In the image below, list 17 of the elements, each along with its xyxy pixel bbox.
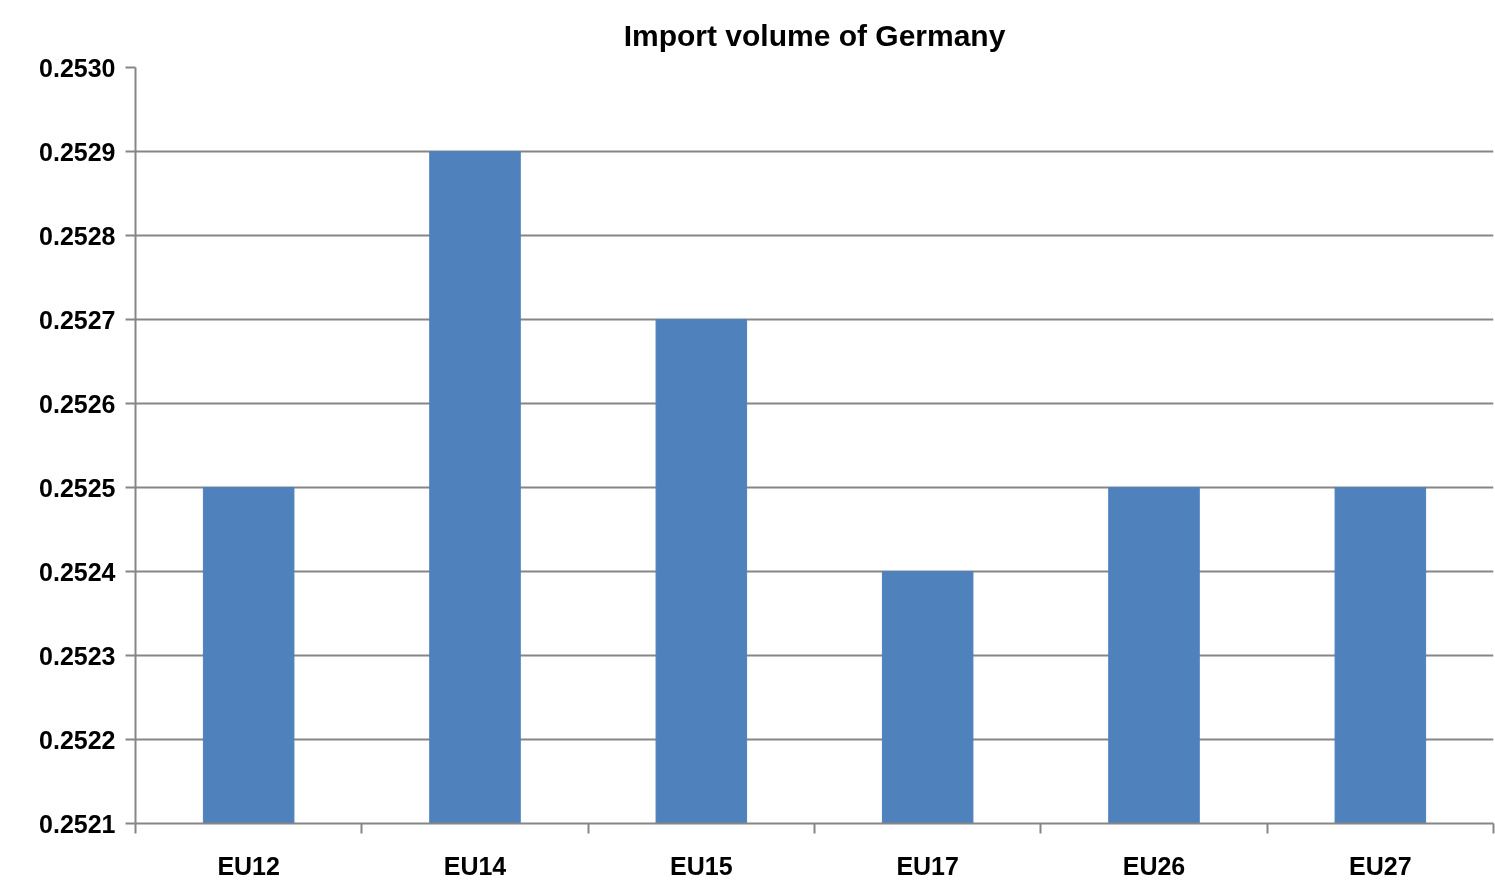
y-tick-label: 0.2523 <box>39 641 116 670</box>
y-tick-label: 0.2530 <box>39 53 116 82</box>
x-tick-label: EU26 <box>1122 851 1186 880</box>
x-tick-label: EU14 <box>443 851 507 880</box>
y-tick-label: 0.2524 <box>39 557 116 586</box>
y-tick-label: 0.2528 <box>39 221 116 250</box>
y-tick-label: 0.2527 <box>39 305 116 334</box>
x-tick-label: EU27 <box>1349 851 1412 880</box>
y-tick-label: 0.2525 <box>39 473 116 502</box>
x-tick-label: EU17 <box>896 851 959 880</box>
chart-title: Import volume of Germany <box>623 18 1006 52</box>
y-tick-label: 0.2529 <box>39 137 116 166</box>
x-tick-label: EU15 <box>670 851 733 880</box>
y-tick-label: 0.2521 <box>39 809 116 838</box>
x-tick-label: EU12 <box>217 851 280 880</box>
y-tick-label: 0.2522 <box>39 725 116 754</box>
y-tick-label: 0.2526 <box>39 389 116 418</box>
